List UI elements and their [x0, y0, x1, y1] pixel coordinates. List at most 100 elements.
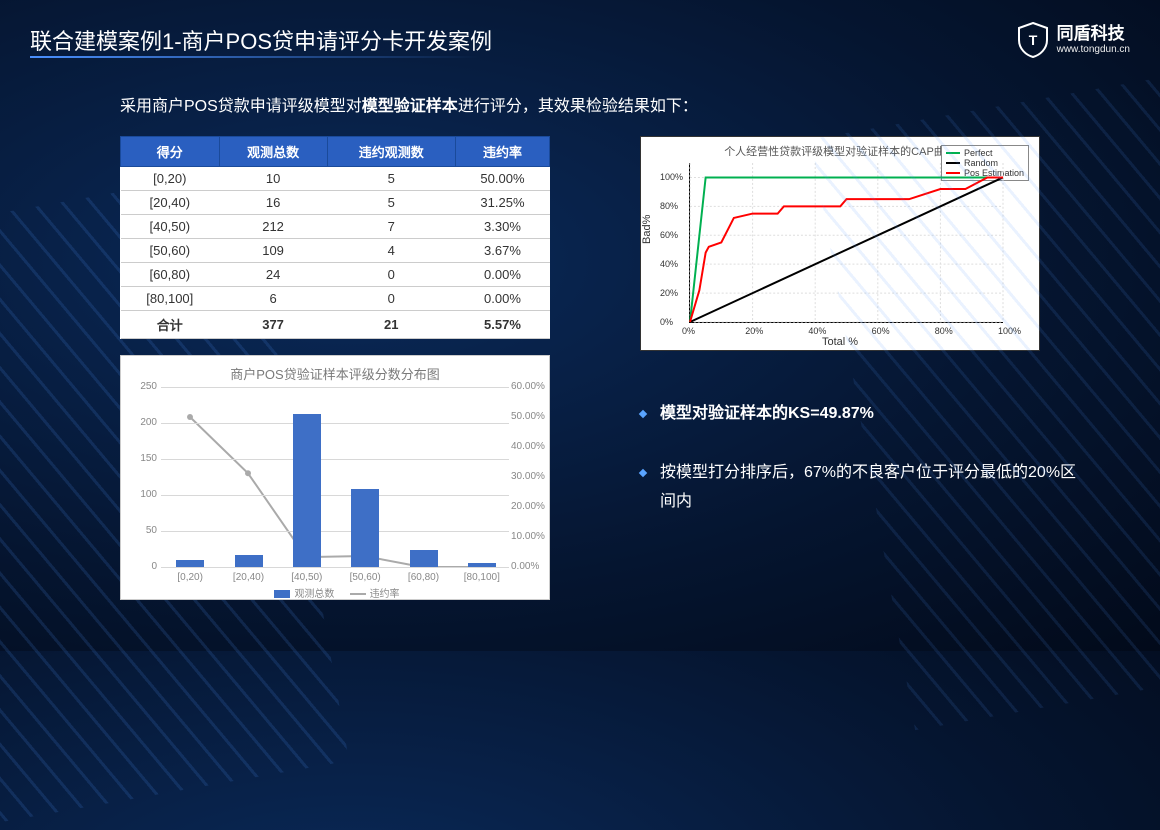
legend-line-swatch [350, 593, 366, 595]
logo-cn: 同盾科技 [1057, 25, 1130, 44]
table-cell: [0,20) [121, 167, 220, 191]
legend-bar-label: 观测总数 [294, 589, 334, 600]
subtitle: 采用商户POS贷款申请评级模型对模型验证样本进行评分，其效果检验结果如下： [120, 92, 698, 116]
y-right-tick: 40.00% [511, 441, 547, 452]
table-cell: 109 [219, 239, 327, 263]
logo-text: 同盾科技 www.tongdun.cn [1057, 25, 1130, 55]
title-underline [30, 56, 480, 58]
table-cell: 6 [219, 287, 327, 311]
y-left-tick: 100 [131, 489, 157, 500]
table-cell: 0 [327, 263, 455, 287]
table-header: 得分 [121, 137, 220, 167]
logo-url: www.tongdun.cn [1057, 44, 1130, 55]
bar [176, 560, 204, 567]
insights-list: 模型对验证样本的KS=49.87% 按模型打分排序后，67%的不良客户位于评分最… [640, 400, 1080, 546]
table-row: [80,100]600.00% [121, 287, 550, 311]
distribution-chart: 商户POS贷验证样本评级分数分布图 0501001502002500.00%10… [120, 355, 550, 600]
y-left-tick: 50 [131, 525, 157, 536]
bar [351, 489, 379, 567]
x-tick: [80,100] [464, 572, 500, 583]
cap-x-tick: 20% [745, 326, 763, 336]
table-header: 违约率 [455, 137, 549, 167]
cap-xlabel: Total % [822, 336, 858, 348]
table-row: [40,50)21273.30% [121, 215, 550, 239]
table-cell: 3.30% [455, 215, 549, 239]
legend-line-label: 违约率 [370, 589, 400, 600]
cap-chart: 个人经营性贷款评级模型对验证样本的CAP曲线 PerfectRandomPos … [640, 136, 1040, 351]
dist-plot-area: 0501001502002500.00%10.00%20.00%30.00%40… [161, 387, 509, 567]
table-cell: 5.57% [455, 311, 549, 339]
table-cell: 16 [219, 191, 327, 215]
y-left-tick: 150 [131, 453, 157, 464]
cap-svg [690, 163, 1003, 322]
table-row: [50,60)10943.67% [121, 239, 550, 263]
table-cell: 50.00% [455, 167, 549, 191]
table-cell: 7 [327, 215, 455, 239]
y-right-tick: 0.00% [511, 561, 547, 572]
cap-x-tick: 80% [935, 326, 953, 336]
table-cell: 3.67% [455, 239, 549, 263]
score-table: 得分观测总数违约观测数违约率 [0,20)10550.00%[20,40)165… [120, 136, 550, 339]
table-cell: [60,80) [121, 263, 220, 287]
page-title: 联合建模案例1-商户POS贷申请评分卡开发案例 [30, 24, 492, 56]
logo: T 同盾科技 www.tongdun.cn [1017, 22, 1130, 58]
bar [410, 550, 438, 567]
insight-item-2: 按模型打分排序后，67%的不良客户位于评分最低的20%区间内 [640, 459, 1080, 517]
table-cell: 5 [327, 167, 455, 191]
y-right-tick: 60.00% [511, 381, 547, 392]
table-header: 观测总数 [219, 137, 327, 167]
table-cell: [40,50) [121, 215, 220, 239]
cap-legend-item: Perfect [946, 148, 1024, 158]
table-cell: 24 [219, 263, 327, 287]
table-row: [20,40)16531.25% [121, 191, 550, 215]
x-tick: [20,40) [233, 572, 264, 583]
y-right-tick: 10.00% [511, 531, 547, 542]
cap-x-tick: 0% [682, 326, 695, 336]
svg-text:T: T [1028, 32, 1037, 48]
table-cell: [80,100] [121, 287, 220, 311]
dist-legend: 观测总数 违约率 [127, 585, 543, 600]
insight-1-text: 模型对验证样本的KS=49.87% [660, 405, 874, 422]
cap-y-tick: 100% [660, 172, 683, 182]
table-cell: 0 [327, 287, 455, 311]
insight-item-1: 模型对验证样本的KS=49.87% [640, 400, 1080, 429]
y-right-tick: 30.00% [511, 471, 547, 482]
subtitle-bold: 模型验证样本 [362, 98, 458, 115]
bar [468, 563, 496, 567]
cap-y-tick: 20% [660, 288, 678, 298]
table-header: 违约观测数 [327, 137, 455, 167]
x-tick: [40,50) [291, 572, 322, 583]
table-row: 合计377215.57% [121, 311, 550, 339]
table-cell: 31.25% [455, 191, 549, 215]
y-left-tick: 200 [131, 417, 157, 428]
subtitle-pre: 采用商户POS贷款申请评级模型对 [120, 98, 362, 115]
table-cell: 21 [327, 311, 455, 339]
cap-ylabel: Bad% [641, 214, 653, 243]
table-cell: [50,60) [121, 239, 220, 263]
cap-y-tick: 60% [660, 230, 678, 240]
subtitle-post: 进行评分，其效果检验结果如下： [458, 98, 698, 115]
bar [235, 555, 263, 567]
table-row: [60,80)2400.00% [121, 263, 550, 287]
dist-line-svg [161, 387, 509, 567]
cap-y-tick: 40% [660, 259, 678, 269]
dist-chart-title: 商户POS贷验证样本评级分数分布图 [127, 364, 543, 383]
cap-y-tick: 80% [660, 201, 678, 211]
y-right-tick: 20.00% [511, 501, 547, 512]
table-cell: 10 [219, 167, 327, 191]
table-cell: 5 [327, 191, 455, 215]
table-cell: 0.00% [455, 263, 549, 287]
x-tick: [60,80) [408, 572, 439, 583]
bar [293, 414, 321, 567]
shield-icon: T [1017, 22, 1049, 58]
header: 联合建模案例1-商户POS贷申请评分卡开发案例 T 同盾科技 www.tongd… [30, 22, 1130, 58]
table-cell: 377 [219, 311, 327, 339]
cap-y-tick: 0% [660, 317, 673, 327]
cap-x-tick: 40% [808, 326, 826, 336]
x-tick: [0,20) [177, 572, 203, 583]
legend-bar-swatch [274, 590, 290, 598]
y-left-tick: 0 [131, 561, 157, 572]
y-right-tick: 50.00% [511, 411, 547, 422]
cap-x-tick: 60% [872, 326, 890, 336]
table-row: [0,20)10550.00% [121, 167, 550, 191]
